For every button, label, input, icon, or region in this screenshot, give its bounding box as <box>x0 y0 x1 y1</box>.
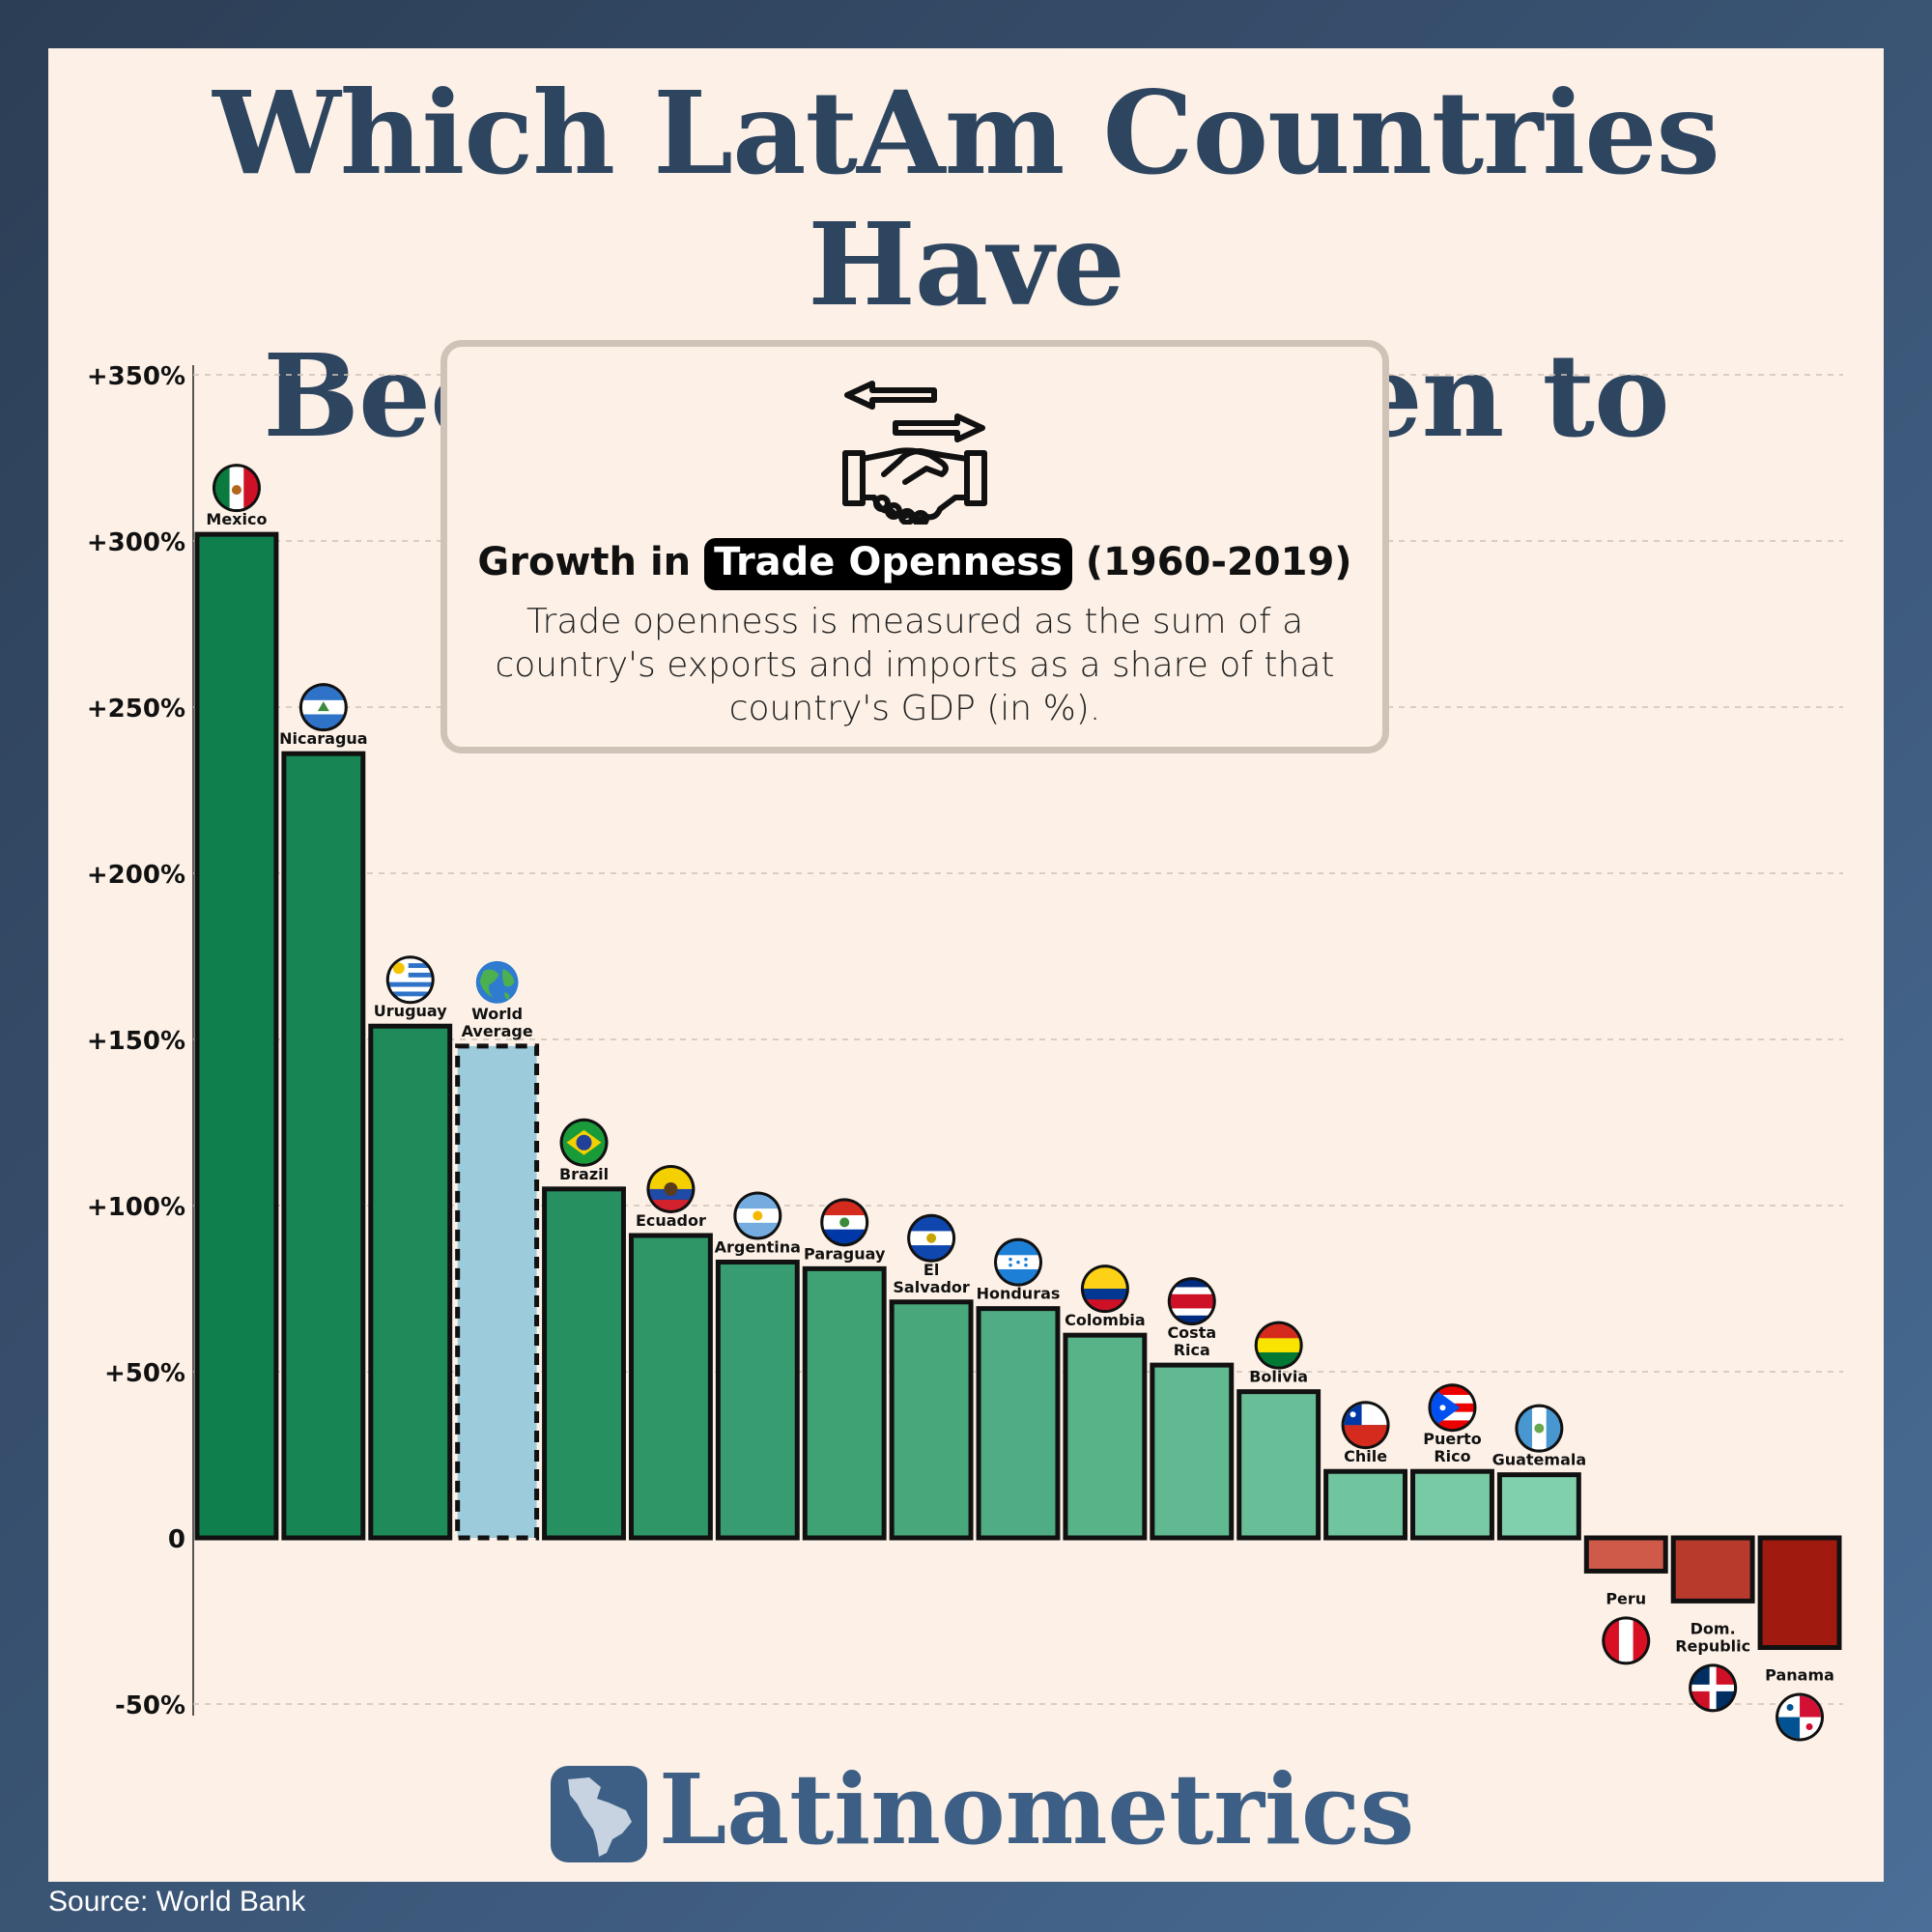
bar-label: Mexico <box>206 510 267 528</box>
y-tick-label: +350% <box>87 362 185 391</box>
el-salvador-flag-icon <box>907 1213 956 1263</box>
source-note: Source: World Bank <box>48 1886 306 1918</box>
y-tick-label: +300% <box>87 528 185 557</box>
dominican-republic-flag-icon <box>1689 1663 1738 1713</box>
info-heading: Growth in Trade Openness (1960-2019) <box>447 538 1382 590</box>
bar-label: World <box>471 1005 523 1023</box>
info-description: Trade openness is measured as the sum of… <box>495 602 1335 728</box>
bar-mexico <box>194 531 279 1541</box>
bolivia-flag-icon <box>1254 1321 1303 1370</box>
y-tick-label: +100% <box>87 1193 185 1222</box>
bar-label: Brazil <box>559 1165 609 1183</box>
bar-label: Argentina <box>715 1237 801 1256</box>
y-tick-label: +200% <box>87 861 185 890</box>
bar-nicaragua <box>281 751 366 1541</box>
title-line-1: Which LatAm Countries Have <box>213 66 1720 331</box>
bar-label: Salvador <box>893 1278 969 1296</box>
panama-flag-icon <box>1776 1692 1825 1742</box>
bar-label: Puerto <box>1423 1430 1482 1448</box>
info-heading-post: (1960-2019) <box>1071 540 1352 584</box>
info-heading-highlight: Trade Openness <box>704 538 1072 590</box>
bar-label: Honduras <box>977 1285 1061 1303</box>
honduras-flag-icon <box>994 1237 1042 1287</box>
brazil-flag-icon <box>559 1118 609 1167</box>
y-tick-label: -50% <box>115 1691 185 1720</box>
bar-el-salvador <box>889 1299 974 1541</box>
bar-dom-republic <box>1670 1535 1755 1604</box>
bar-label: Bolivia <box>1249 1368 1308 1386</box>
bar-paraguay <box>802 1265 887 1541</box>
y-tick-label: 0 <box>168 1525 185 1554</box>
bar-label: Republic <box>1675 1636 1750 1655</box>
bars <box>194 531 1842 1651</box>
bar-costa-rica <box>1150 1362 1235 1541</box>
mexico-flag-icon <box>212 464 261 513</box>
peru-flag-icon <box>1602 1616 1651 1665</box>
latam-map-logo-icon <box>551 1766 647 1862</box>
bar-label: Rica <box>1174 1341 1210 1359</box>
paraguay-flag-icon <box>820 1198 869 1247</box>
bar-colombia <box>1063 1332 1148 1541</box>
puerto-rico-flag-icon <box>1428 1383 1477 1433</box>
bar-label: Ecuador <box>636 1211 706 1230</box>
y-tick-label: +250% <box>87 695 185 724</box>
bar-puerto-rico <box>1410 1468 1494 1541</box>
bar-guatemala <box>1496 1472 1581 1541</box>
bar-label: Colombia <box>1065 1311 1146 1329</box>
bar-label: Average <box>462 1022 533 1040</box>
bar-argentina <box>715 1259 800 1541</box>
bar-label: Guatemala <box>1492 1451 1587 1469</box>
bar-label: Chile <box>1344 1447 1387 1465</box>
latam-map-shape <box>568 1777 632 1857</box>
handshake-trade-icon <box>842 381 987 525</box>
globe-icon <box>475 960 519 1004</box>
chile-flag-icon <box>1341 1401 1390 1450</box>
bar-label: Costa <box>1167 1323 1216 1342</box>
uruguay-flag-icon <box>385 955 435 1005</box>
info-box: Growth in Trade Openness (1960-2019) Tra… <box>440 340 1389 753</box>
bar-label: Paraguay <box>804 1244 886 1263</box>
argentina-flag-icon <box>733 1191 782 1240</box>
bar-label: Panama <box>1765 1666 1834 1685</box>
bar-label: Nicaragua <box>279 729 367 748</box>
costa-rica-flag-icon <box>1167 1277 1216 1326</box>
bar-world-average <box>455 1043 540 1541</box>
bar-chile <box>1323 1468 1408 1541</box>
bar-label: Uruguay <box>374 1002 447 1020</box>
y-tick-label: +150% <box>87 1027 185 1056</box>
info-heading-pre: Growth in <box>477 540 705 584</box>
bar-brazil <box>542 1186 626 1541</box>
bar-honduras <box>976 1306 1061 1541</box>
bar-label: Dom. <box>1690 1619 1736 1637</box>
brand-name: Latinometrics <box>659 1752 1415 1866</box>
flags <box>212 464 1825 1742</box>
guatemala-flag-icon <box>1515 1404 1564 1453</box>
y-tick-label: +50% <box>104 1359 185 1388</box>
bar-label: El <box>923 1261 939 1279</box>
bar-uruguay <box>368 1023 453 1541</box>
bar-panama <box>1757 1535 1842 1651</box>
bar-ecuador <box>628 1233 713 1541</box>
bar-label: Peru <box>1605 1589 1646 1607</box>
bar-peru <box>1583 1535 1668 1574</box>
bar-bolivia <box>1236 1389 1321 1541</box>
colombia-flag-icon <box>1080 1264 1129 1314</box>
nicaragua-flag-icon <box>298 683 348 732</box>
y-axis-ticks: +350% +300% +250% +200% +150% +100% +50% 0 -50% <box>87 362 185 1720</box>
ecuador-flag-icon <box>646 1164 696 1213</box>
bar-label: Rico <box>1434 1447 1470 1465</box>
